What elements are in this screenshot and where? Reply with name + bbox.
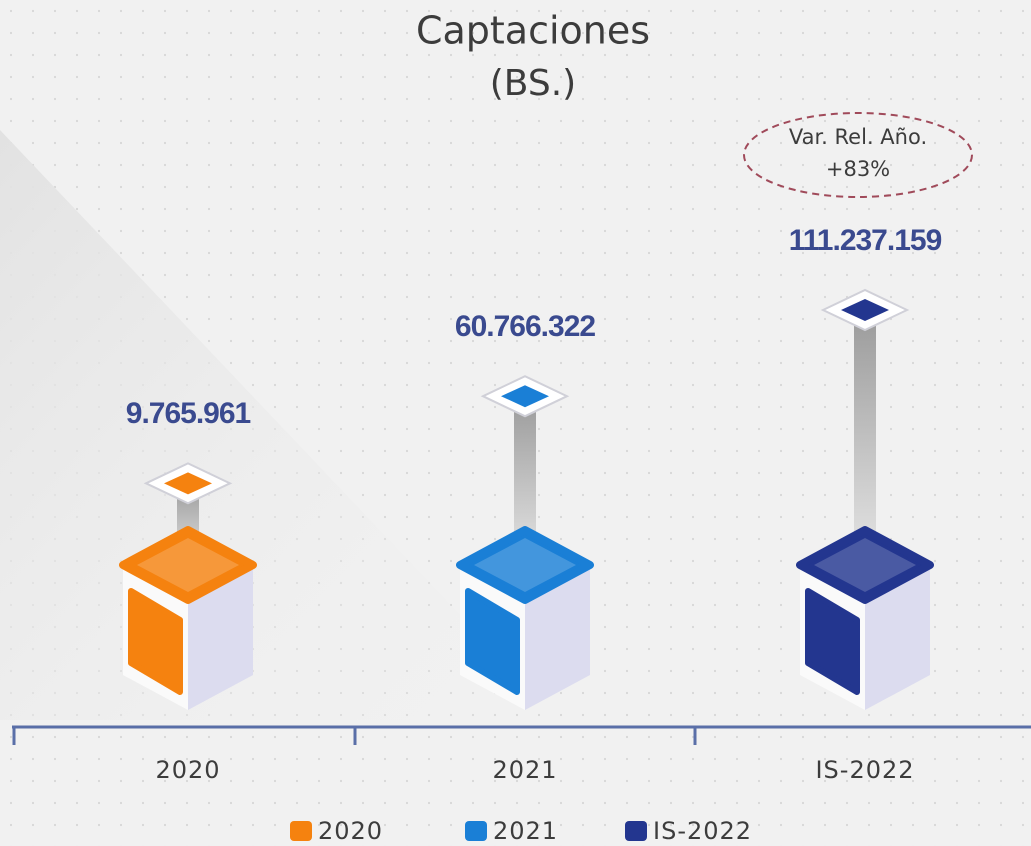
box-top-inner bbox=[137, 538, 239, 592]
box-top bbox=[119, 526, 257, 604]
box-panel bbox=[465, 588, 520, 695]
box-right bbox=[865, 565, 930, 710]
legend-swatch bbox=[290, 821, 312, 841]
box-top bbox=[456, 526, 594, 604]
box-top bbox=[796, 526, 934, 604]
x-tick-label: IS-2022 bbox=[815, 756, 914, 784]
legend-label: 2021 bbox=[493, 817, 558, 845]
legend-swatch bbox=[465, 821, 487, 841]
value-label: 111.237.159 bbox=[789, 224, 942, 257]
box-top-inner bbox=[814, 538, 916, 592]
value-label: 9.765.961 bbox=[126, 397, 251, 430]
box-right bbox=[525, 565, 590, 710]
annotation-ring bbox=[743, 112, 973, 198]
bar bbox=[854, 310, 876, 565]
box-panel bbox=[128, 588, 183, 695]
legend-label: IS-2022 bbox=[653, 817, 752, 845]
legend-label: 2020 bbox=[318, 817, 383, 845]
chart-title: Captaciones bbox=[416, 9, 650, 53]
cap-inner bbox=[841, 299, 889, 321]
legend-swatch bbox=[625, 821, 647, 841]
value-label: 60.766.322 bbox=[455, 310, 595, 343]
cap-inner bbox=[501, 385, 549, 408]
x-tick-label: 2021 bbox=[492, 756, 557, 784]
box-panel bbox=[805, 588, 860, 695]
cap-inner bbox=[164, 472, 212, 495]
x-tick-label: 2020 bbox=[155, 756, 220, 784]
box-top-inner bbox=[474, 538, 576, 592]
chart-subtitle: (BS.) bbox=[490, 63, 576, 104]
annotation: +83% bbox=[826, 157, 890, 181]
bar bbox=[514, 396, 536, 565]
annotation: Var. Rel. Año. bbox=[789, 125, 927, 149]
box-right bbox=[188, 565, 253, 710]
